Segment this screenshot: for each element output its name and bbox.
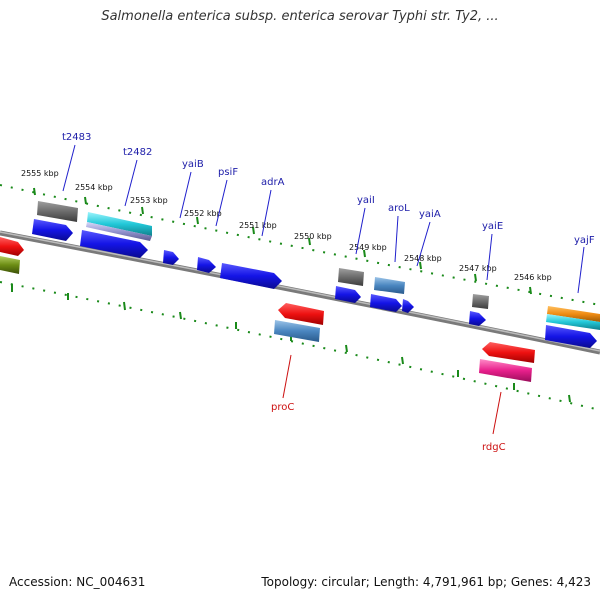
kbp-label: 2554 kbp: [75, 183, 113, 192]
forward-leader-lines: [62, 144, 585, 294]
gene-arrow-forward[interactable]: [545, 325, 597, 348]
gene-feature-gray[interactable]: [338, 268, 364, 286]
gene-feature-steel[interactable]: [274, 320, 320, 342]
reverse-leader-lines: [282, 354, 502, 435]
gene-label-rdgC[interactable]: rdgC: [482, 442, 506, 453]
gene-feature-cyan[interactable]: [546, 314, 600, 330]
gene-arrow-forward[interactable]: [335, 286, 361, 303]
kbp-label: 2550 kbp: [294, 232, 332, 241]
forward-feature-row-1: [37, 201, 600, 330]
kbp-label: 2547 kbp: [459, 264, 497, 273]
gene-feature-orange[interactable]: [547, 306, 600, 322]
forward-gene-labels: t2483 t2482 yaiB psiF adrA yaiI aroL yai…: [62, 132, 595, 246]
gene-feature-lavender[interactable]: [86, 222, 152, 241]
gene-feature-olive[interactable]: [0, 256, 20, 274]
genome-backbone: [0, 230, 600, 355]
gene-arrow-forward[interactable]: [197, 257, 216, 273]
gene-label-adrA[interactable]: adrA: [261, 177, 285, 188]
genome-backbone-highlight: [0, 231, 600, 352]
outer-major-ticks: [33, 187, 532, 295]
gene-arrow-forward[interactable]: [469, 311, 486, 326]
gene-feature-cyan[interactable]: [87, 212, 152, 236]
left-edge-features: [0, 237, 24, 274]
kbp-labels: 2555 kbp 2554 kbp 2553 kbp 2552 kbp 2551…: [21, 169, 552, 282]
reverse-gene-labels: proC rdgC: [271, 402, 506, 453]
topology-text: Topology: circular; Length: 4,791,961 bp…: [261, 575, 591, 589]
gene-arrow-forward[interactable]: [80, 230, 148, 258]
forward-feature-row-2: [32, 219, 597, 348]
gene-label-yajF[interactable]: yajF: [574, 235, 595, 246]
gene-label-yaiA[interactable]: yaiA: [419, 209, 441, 220]
kbp-label: 2548 kbp: [404, 254, 442, 263]
kbp-label: 2552 kbp: [184, 209, 222, 218]
inner-major-ticks: [11, 284, 571, 403]
gene-label-psiF[interactable]: psiF: [218, 167, 238, 178]
gene-feature-gray[interactable]: [472, 294, 489, 309]
kbp-label: 2555 kbp: [21, 169, 59, 178]
gene-arrow-reverse[interactable]: [482, 342, 535, 363]
gene-label-yaiE[interactable]: yaiE: [482, 221, 503, 232]
map-title: Salmonella enterica subsp. enterica sero…: [101, 9, 499, 24]
gene-label-aroL[interactable]: aroL: [388, 203, 410, 214]
kbp-label: 2553 kbp: [130, 196, 168, 205]
gene-feature-magenta[interactable]: [479, 359, 532, 382]
gene-label-proC[interactable]: proC: [271, 402, 294, 413]
gene-feature-steel[interactable]: [374, 277, 405, 294]
gene-arrow-reverse[interactable]: [0, 237, 24, 256]
gene-label-yaiB[interactable]: yaiB: [182, 159, 204, 170]
gene-arrow-forward[interactable]: [402, 299, 414, 313]
kbp-label: 2551 kbp: [239, 221, 277, 230]
gene-arrow-forward[interactable]: [370, 294, 402, 312]
gene-arrow-forward[interactable]: [163, 250, 179, 265]
gene-arrow-reverse[interactable]: [278, 303, 324, 325]
accession-text: Accession: NC_004631: [9, 575, 146, 589]
gene-label-yaiI[interactable]: yaiI: [357, 195, 375, 206]
kbp-label: 2546 kbp: [514, 273, 552, 282]
gene-arrow-forward[interactable]: [220, 263, 282, 289]
reverse-feature-row: [274, 303, 535, 382]
kbp-label: 2549 kbp: [349, 243, 387, 252]
gene-feature-gray[interactable]: [37, 201, 78, 222]
gene-arrow-forward[interactable]: [32, 219, 73, 241]
gene-label-t2483[interactable]: t2483: [62, 132, 91, 143]
gene-label-t2482[interactable]: t2482: [123, 147, 152, 158]
